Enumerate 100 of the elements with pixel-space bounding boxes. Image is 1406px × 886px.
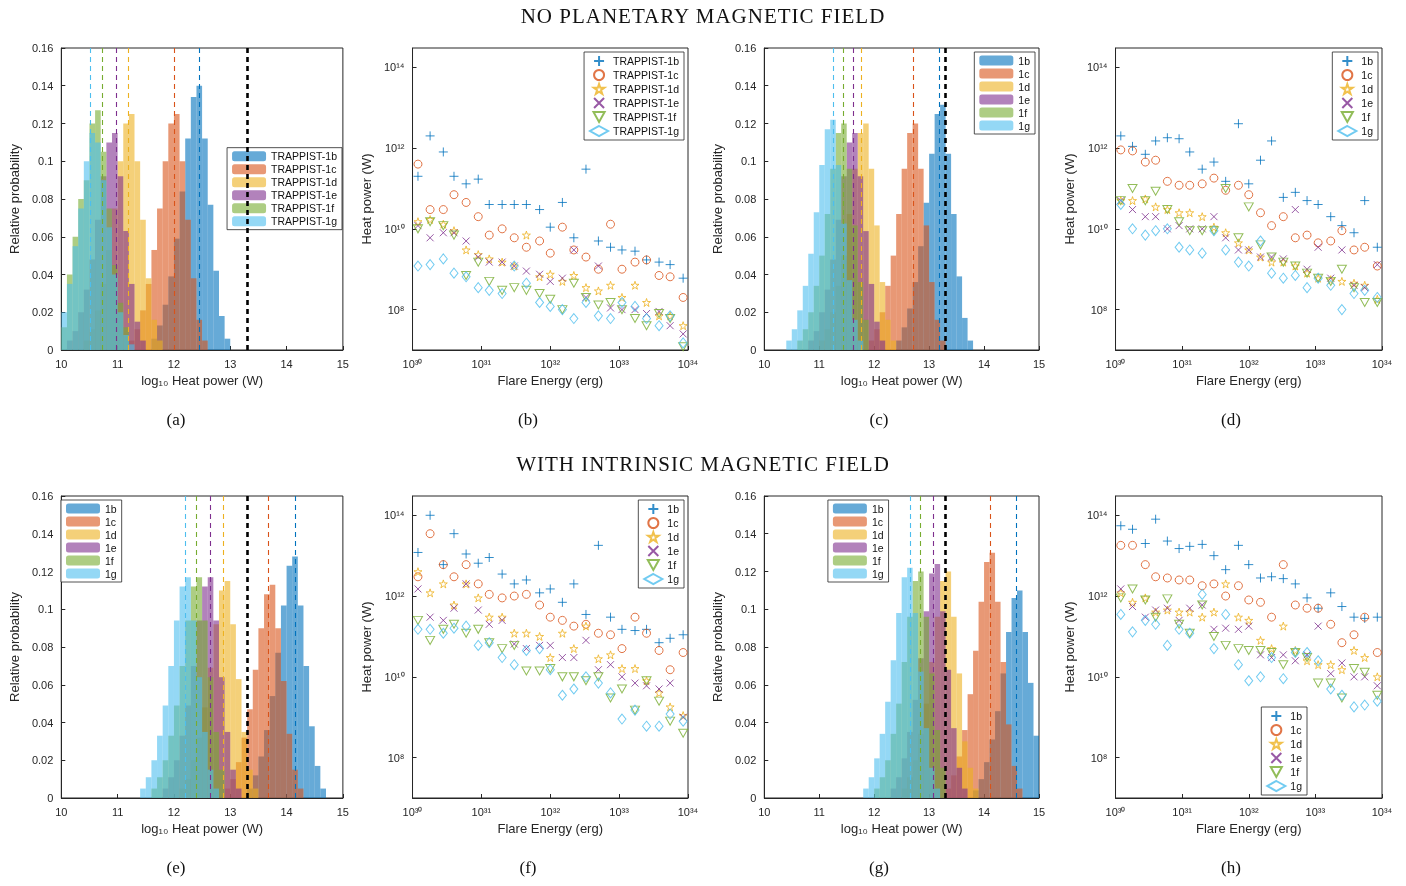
point xyxy=(1243,645,1254,655)
y-axis-title: Heat power (W) xyxy=(1061,601,1077,693)
point xyxy=(1115,199,1125,211)
y-tick-label: 0 xyxy=(750,344,757,356)
y-tick-label: 10¹² xyxy=(1087,590,1108,603)
point xyxy=(1336,226,1346,236)
x-axis-title: log₁₀ Heat power (W) xyxy=(840,820,963,836)
point xyxy=(1336,689,1346,701)
legend-label: 1c xyxy=(666,517,678,529)
point xyxy=(448,622,458,634)
point xyxy=(1266,648,1277,658)
point xyxy=(1266,221,1276,231)
point xyxy=(534,666,545,676)
point xyxy=(605,650,615,660)
point xyxy=(605,630,615,640)
y-tick-label: 0.06 xyxy=(734,230,757,243)
point xyxy=(472,174,483,185)
point xyxy=(1208,550,1219,561)
x-tick-label: 12 xyxy=(868,805,881,818)
x-axis-title: Flare Energy (erg) xyxy=(1195,372,1301,388)
point xyxy=(473,212,483,222)
y-tick-label: 0.14 xyxy=(734,527,757,540)
point xyxy=(534,600,544,610)
y-tick-label: 10¹² xyxy=(1087,142,1108,155)
point xyxy=(1278,650,1287,659)
x-tick-label: 10³³ xyxy=(1305,357,1325,370)
point xyxy=(605,313,615,325)
point xyxy=(606,303,615,312)
point xyxy=(1233,256,1243,268)
point xyxy=(1140,212,1149,221)
point xyxy=(1255,208,1265,218)
y-tick-label: 10¹⁰ xyxy=(384,670,405,683)
point xyxy=(1349,701,1359,713)
point xyxy=(678,648,688,658)
legend-label: 1d xyxy=(1289,738,1302,750)
point xyxy=(1174,221,1183,230)
x-tick-label: 13 xyxy=(224,357,237,370)
point xyxy=(605,612,616,623)
point xyxy=(438,253,448,265)
y-tick-label: 10⁸ xyxy=(1090,303,1108,316)
point xyxy=(664,716,675,726)
point xyxy=(1278,254,1287,263)
x-tick-label: 10³⁴ xyxy=(1371,805,1393,818)
point xyxy=(461,197,471,207)
point xyxy=(1359,699,1369,711)
y-tick-label: 10¹⁰ xyxy=(384,222,405,235)
y-tick-label: 0.02 xyxy=(31,306,54,319)
point xyxy=(425,623,435,635)
point xyxy=(1208,607,1218,617)
point xyxy=(521,242,531,252)
point xyxy=(1359,284,1369,296)
point xyxy=(1348,612,1359,623)
point xyxy=(1254,240,1265,250)
point xyxy=(1325,678,1336,688)
y-axis-title: Relative probability xyxy=(710,143,725,254)
x-tick-label: 13 xyxy=(224,805,237,818)
y-tick-label: 0.12 xyxy=(31,117,54,130)
legend-label: 1c xyxy=(1289,724,1301,736)
legend-label: 1b xyxy=(1360,55,1373,67)
point xyxy=(605,219,615,229)
point xyxy=(580,252,590,262)
point xyxy=(1372,681,1381,690)
y-tick-label: 0.08 xyxy=(734,193,757,205)
point xyxy=(593,665,602,674)
point xyxy=(1372,648,1382,658)
point xyxy=(1278,673,1288,685)
x-tick-label: 15 xyxy=(1032,357,1046,370)
y-tick-label: 0.04 xyxy=(734,716,757,729)
point xyxy=(1266,257,1276,267)
point xyxy=(605,280,615,290)
point xyxy=(1162,176,1172,186)
point xyxy=(641,313,651,325)
legend-label: TRAPPIST-1b xyxy=(612,55,679,67)
legend-label: 1e xyxy=(871,541,884,554)
point xyxy=(1372,695,1382,707)
point xyxy=(1336,304,1346,316)
point xyxy=(521,628,531,638)
point xyxy=(497,593,507,603)
point xyxy=(412,217,422,227)
x-tick-label: 10³³ xyxy=(608,357,629,370)
point xyxy=(630,305,639,314)
point xyxy=(544,583,555,594)
point xyxy=(1184,146,1195,157)
legend-label: 1b xyxy=(871,502,884,515)
point xyxy=(1266,135,1277,146)
point xyxy=(1232,233,1243,243)
legend-label: 1f xyxy=(666,559,676,571)
x-tick-label: 10³⁴ xyxy=(677,805,699,818)
point xyxy=(1208,631,1219,641)
y-tick-label: 0.08 xyxy=(31,641,54,653)
point xyxy=(1255,597,1265,607)
point xyxy=(425,613,434,622)
point xyxy=(557,628,567,638)
point xyxy=(473,606,482,615)
point xyxy=(1233,581,1243,591)
point xyxy=(1161,594,1172,604)
point xyxy=(520,199,531,210)
point xyxy=(1232,118,1243,129)
legend-label: TRAPPIST-1e xyxy=(612,97,679,109)
point xyxy=(1150,155,1160,165)
